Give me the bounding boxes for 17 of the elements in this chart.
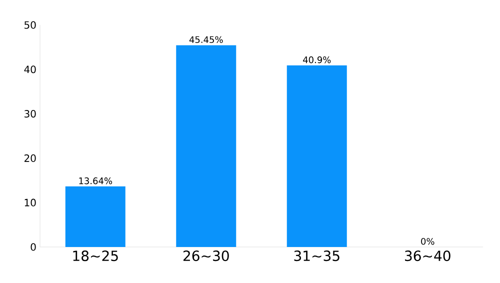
y-tick-label: 40: [24, 66, 36, 74]
x-tick-label: 31~35: [294, 250, 340, 262]
data-label: 13.64%: [79, 177, 112, 184]
data-label: 0%: [421, 238, 434, 245]
bar: [176, 45, 236, 247]
bar: [286, 65, 347, 247]
y-tick-label: 30: [24, 110, 36, 118]
bar: [65, 186, 126, 247]
x-tick-label: 26~30: [183, 250, 229, 262]
x-tick-label: 18~25: [73, 250, 118, 262]
x-tick-label: 36~40: [405, 250, 450, 262]
y-tick-label: 0: [30, 243, 36, 251]
y-tick-label: 10: [24, 198, 36, 206]
data-label: 40.9%: [303, 56, 331, 64]
y-tick-label: 20: [24, 154, 36, 162]
y-tick-label: 50: [24, 21, 36, 29]
data-label: 45.45%: [189, 36, 223, 43]
